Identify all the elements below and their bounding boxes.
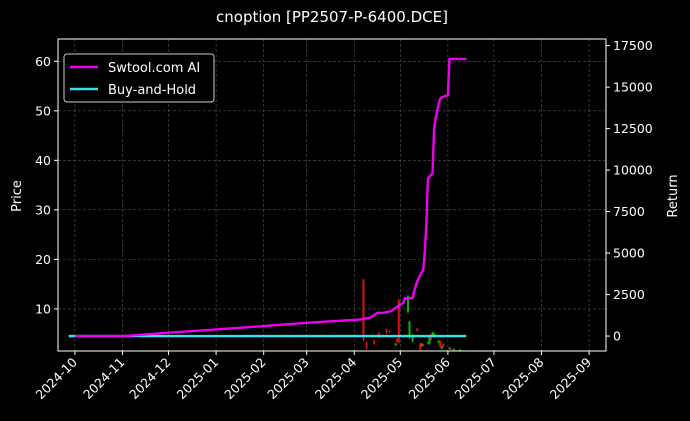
candle-body bbox=[396, 338, 399, 343]
candle-body bbox=[449, 348, 452, 350]
candle-body bbox=[439, 341, 442, 347]
candle-body bbox=[419, 343, 422, 350]
candle-body bbox=[362, 279, 365, 340]
candle-body bbox=[416, 328, 419, 331]
candle-body bbox=[411, 335, 414, 342]
candle-body bbox=[453, 349, 456, 351]
plot-frame bbox=[57, 38, 607, 352]
y-left-tick-label: 30 bbox=[35, 202, 51, 217]
chart-title: cnoption [PP2507-P-6400.DCE] bbox=[216, 8, 448, 26]
y-right-tick-label: 2500 bbox=[613, 287, 645, 302]
candle-body bbox=[422, 344, 425, 346]
candle-body bbox=[408, 321, 411, 337]
candle-body bbox=[426, 342, 429, 344]
candle-body bbox=[437, 340, 440, 343]
y-axis-left-title: Price bbox=[10, 180, 25, 212]
candle-body bbox=[428, 337, 431, 344]
legend-label-swtool: Swtool.com AI bbox=[108, 61, 200, 76]
candle-body bbox=[406, 296, 409, 312]
candle-body bbox=[442, 343, 445, 347]
y-right-tick-label: 17500 bbox=[613, 38, 653, 53]
y-right-tick-label: 10000 bbox=[613, 163, 653, 178]
candle-body bbox=[365, 342, 368, 349]
candle-body bbox=[388, 330, 391, 332]
candle-body bbox=[440, 346, 443, 349]
candle-body bbox=[373, 340, 376, 345]
y-right-tick-label: 0 bbox=[613, 329, 621, 344]
y-left-tick-label: 50 bbox=[35, 103, 51, 118]
series-line-swtool bbox=[74, 57, 467, 338]
y-left-tick-label: 10 bbox=[35, 301, 51, 316]
y-axis-right: 0 2500 5000 7500 10000 12500 15000 17500 bbox=[606, 38, 653, 344]
candle-body bbox=[385, 329, 388, 333]
y-axis-right-title: Return bbox=[666, 174, 681, 217]
series-lines bbox=[68, 57, 467, 338]
y-right-tick-label: 5000 bbox=[613, 246, 645, 261]
y-left-tick-label: 20 bbox=[35, 252, 51, 267]
candle-body bbox=[431, 332, 434, 335]
candle-body bbox=[420, 344, 423, 347]
y-right-tick-label: 12500 bbox=[613, 121, 653, 136]
y-right-tick-label: 15000 bbox=[613, 80, 653, 95]
candle-body bbox=[448, 347, 451, 349]
legend-label-buy-and-hold: Buy-and-Hold bbox=[108, 83, 196, 98]
legend: Swtool.com AI Buy-and-Hold bbox=[63, 53, 215, 103]
candle-body bbox=[394, 343, 397, 346]
y-right-tick-label: 7500 bbox=[613, 204, 645, 219]
candle-body bbox=[459, 349, 462, 351]
y-left-tick-label: 60 bbox=[35, 54, 51, 69]
y-left-tick-label: 40 bbox=[35, 153, 51, 168]
legend-box bbox=[63, 53, 215, 103]
candle-body bbox=[397, 299, 400, 343]
y-axis-left: 10 20 30 40 50 60 bbox=[35, 54, 58, 316]
